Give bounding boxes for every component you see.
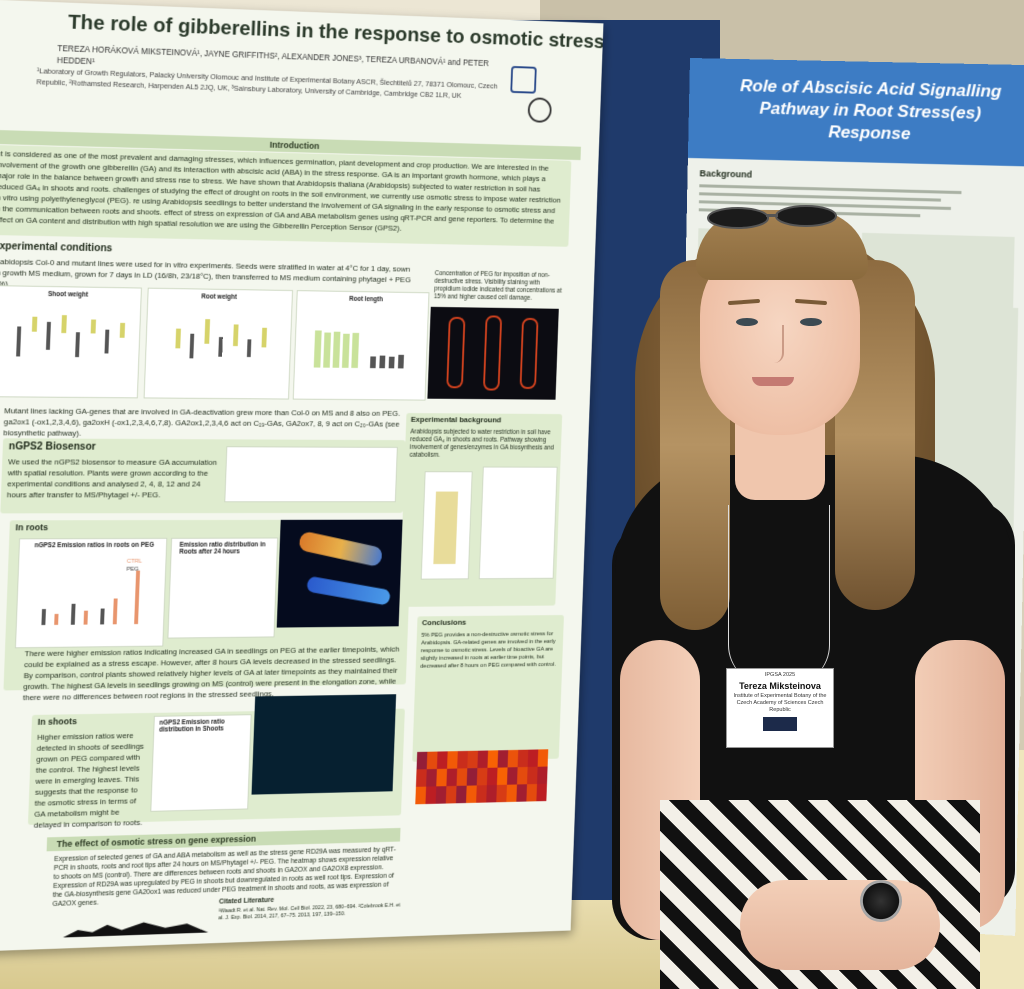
chart-title: nGPS2 Emission ratio distribution in Sho… — [159, 718, 251, 733]
heatmap-cell — [477, 751, 488, 769]
gene-expression-heatmap — [415, 749, 555, 810]
heatmap-cell — [457, 768, 468, 786]
biosensor-heading: nGPS2 Biosensor — [9, 440, 97, 452]
heatmap-cell — [415, 787, 426, 805]
hands — [740, 880, 940, 970]
heatmap-cell — [508, 750, 519, 768]
root-weight-chart: Root weight — [144, 288, 293, 400]
biosensor-diagram — [224, 446, 398, 502]
university-logo-icon — [510, 66, 536, 94]
shoots-biosensor-image — [252, 694, 397, 794]
second-poster-title: Role of Abscisic Acid Signalling Pathway… — [718, 75, 1023, 148]
chart-title: nGPS2 Emission ratios in roots on PEG — [34, 542, 154, 549]
conclusions-heading: Conclusions — [422, 618, 467, 627]
heatmap-cell — [537, 767, 548, 784]
biosensor-text: We used the nGPS2 biosensor to measure G… — [7, 456, 222, 500]
heatmap-cell — [526, 784, 537, 802]
heatmap-cell — [506, 784, 517, 802]
shoots-text: Higher emission ratios were detected in … — [34, 730, 150, 831]
heatmap-cell — [477, 768, 488, 786]
smile — [752, 377, 794, 386]
experimental-heading: Experimental conditions — [0, 240, 113, 254]
heatmap-cell — [536, 784, 547, 802]
heatmap-cell — [436, 769, 447, 787]
chart-title: Emission ratio distribution in Roots aft… — [179, 541, 277, 555]
experimental-background-heading: Experimental background — [411, 415, 502, 424]
heatmap-cell — [497, 767, 508, 785]
heatmap-cell — [487, 768, 498, 786]
watch-icon — [860, 880, 902, 922]
main-poster: The role of gibberellins in the response… — [0, 0, 603, 952]
ga-content-chart — [421, 471, 473, 579]
heatmap-cell — [446, 769, 457, 787]
heatmap-cell — [437, 751, 448, 769]
heatmap-cell — [498, 750, 509, 768]
shoot-weight-chart: Shoot weight — [0, 285, 142, 398]
heatmap-cell — [447, 751, 458, 769]
sunglasses-icon — [706, 204, 838, 230]
heatmap-cell — [538, 749, 549, 766]
heatmap-cell — [446, 786, 457, 804]
chart-title: Shoot weight — [48, 291, 88, 299]
roots-emission-chart: nGPS2 Emission ratios in roots on PEG CT… — [15, 538, 167, 648]
institute-logo-icon — [527, 97, 552, 123]
biosynthesis-pathway — [479, 467, 558, 580]
literature-heading: Citated Literature — [219, 897, 274, 906]
root-microscopy-image — [427, 307, 558, 400]
badge-name: Tereza Miksteinova — [727, 681, 833, 691]
legend-ctrl: CTRL — [127, 559, 142, 565]
conclusions-text: 5% PEG provides a non-destructive osmoti… — [420, 630, 559, 670]
shoots-chart: nGPS2 Emission ratio distribution in Sho… — [150, 714, 251, 812]
heatmap-cell — [425, 786, 436, 804]
nose — [768, 325, 784, 363]
peg-note: Concentration of PEG for imposition of n… — [434, 270, 563, 303]
heatmap-cell — [467, 768, 478, 786]
roots-distribution-chart: Emission ratio distribution in Roots aft… — [167, 537, 278, 638]
text-line — [699, 192, 941, 201]
second-poster-section: Background — [699, 168, 752, 180]
heatmap-cell — [496, 785, 507, 803]
lanyard — [728, 505, 830, 685]
heatmap-cell — [527, 767, 538, 785]
badge-event: IPGSA 2025 — [727, 672, 833, 678]
heatmap-cell — [456, 786, 467, 804]
roots-biosensor-image — [277, 520, 403, 628]
badge-organization: Institute of Experimental Botany of the … — [727, 693, 833, 714]
city-skyline-icon — [63, 919, 209, 938]
heatmap-cell — [528, 749, 539, 766]
chart-title: Root weight — [201, 293, 237, 300]
experimental-background-text: Arabidopsis subjected to water restricti… — [409, 429, 557, 460]
heatmap-cell — [426, 769, 437, 787]
heatmap-cell — [476, 785, 487, 803]
root-length-chart: Root length — [293, 290, 430, 400]
heatmap-cell — [516, 784, 527, 802]
heatmap-cell — [416, 769, 427, 787]
heatmap-cell — [517, 767, 528, 785]
heatmap-cell — [486, 785, 497, 803]
heatmap-cell — [427, 752, 438, 770]
chart-title: Root length — [349, 296, 383, 303]
heatmap-cell — [466, 785, 477, 803]
right-eye — [800, 318, 822, 326]
heatmap-cell — [507, 767, 518, 785]
introduction-text: nt is considered as one of the most prev… — [0, 148, 564, 237]
heatmap-cell — [518, 750, 529, 768]
heatmap-cell — [436, 786, 447, 804]
badge-logo-icon — [763, 717, 797, 731]
literature-text: ¹Waadt R. et al. Nat. Rev. Mol. Cell Bio… — [218, 902, 407, 922]
heatmap-cell — [467, 751, 478, 769]
left-eye — [736, 318, 758, 326]
heatmap-cell — [417, 752, 428, 770]
name-badge: IPGSA 2025 Tereza Miksteinova Institute … — [726, 668, 834, 748]
mutant-text: Mutant lines lacking GA-genes that are i… — [3, 405, 416, 440]
shoots-heading: In shoots — [38, 716, 78, 727]
heatmap-cell — [457, 751, 468, 769]
roots-heading: In roots — [15, 522, 48, 532]
heatmap-cell — [487, 750, 498, 768]
